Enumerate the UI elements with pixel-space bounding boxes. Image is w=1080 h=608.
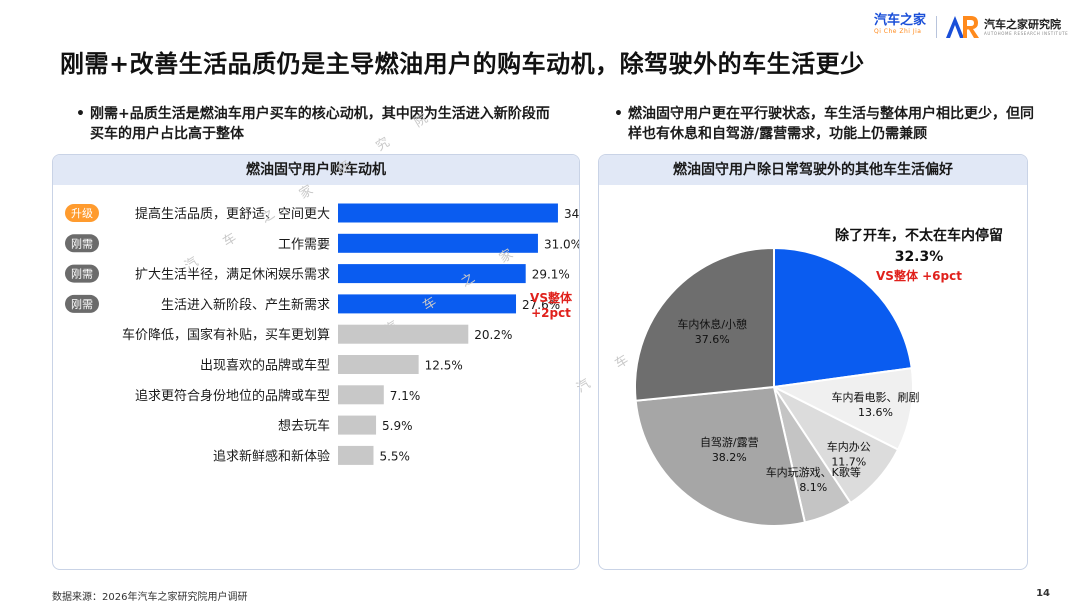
bar-value-label-2: 29.1% — [532, 268, 570, 282]
svg-text:刚需: 刚需 — [71, 298, 93, 311]
bar-category-label-1: 工作需要 — [278, 237, 330, 252]
pie-slice-1 — [770, 366, 915, 451]
pie-slice-value-3: 8.1% — [799, 481, 827, 494]
autohome-logo-text: 汽车之家 — [874, 13, 927, 28]
bar-tag-3: 刚需 — [65, 294, 99, 313]
bar-category-label-2: 扩大生活半径，满足休闲娱乐需求 — [135, 268, 330, 283]
pie-slice-value-2: 11.7% — [831, 456, 866, 469]
bar-3 — [338, 294, 517, 314]
svg-text:刚需: 刚需 — [71, 237, 93, 250]
bar-1 — [338, 233, 538, 253]
bar-0 — [338, 203, 558, 223]
bar-6 — [338, 385, 384, 405]
pie-slice-label-2: 车内办公 — [827, 440, 871, 454]
pie-chart: 车内看电影、刷剧 13.6% 车内办公 11.7%车内玩游戏、K歌等 8.1% 自驾游/露… — [634, 227, 1003, 527]
pie-slice-value-0: 32.3% — [895, 249, 944, 265]
bar-category-label-0: 提高生活品质，更舒适、空间更大 — [135, 206, 330, 222]
bar-value-label-0: 34.1% — [564, 207, 580, 221]
pie-annotation: VS整体 +6pct — [876, 268, 962, 283]
pie-slice-label-3: 车内玩游戏、K歌等 — [766, 465, 861, 479]
pie-slice-value-4: 38.2% — [712, 451, 747, 464]
bar-category-label-4: 车价降低，国家有补贴，买车更划算 — [122, 327, 330, 343]
bar-tag-2: 刚需 — [65, 264, 99, 283]
bar-category-label-3: 生活进入新阶段、产生新需求 — [161, 297, 330, 313]
bar-category-label-5: 出现喜欢的品牌或车型 — [200, 358, 330, 374]
bar-annotation-line1: VS整体 — [530, 290, 573, 305]
pie-slice-label-4: 自驾游/露营 — [700, 435, 759, 449]
pie-slice-label-5: 车内休息/小憩 — [677, 317, 747, 331]
bar-tag-1: 刚需 — [65, 234, 99, 253]
pie-slice-label-1: 车内看电影、刷剧 — [832, 390, 920, 404]
pie-slice-5 — [634, 246, 775, 402]
pie-slice-value-1: 13.6% — [858, 406, 893, 419]
bar-category-label-7: 想去玩车 — [278, 418, 330, 434]
bar-annotation-line2: +2pct — [531, 306, 571, 320]
institute-logo: 汽车之家研究院 AUTOHOME RESEARCH INSTITUTE — [944, 12, 1068, 42]
bullet-left: 刚需+品质生活是燃油车用户买车的核心动机，其中因为生活进入新阶段而买车的用户占比… — [76, 104, 550, 144]
bar-tag-0: 升级 — [65, 204, 99, 222]
svg-text:升级: 升级 — [71, 207, 93, 220]
pie-slice-4 — [634, 385, 807, 527]
pie-chart-panel: 燃油固守用户除日常驾驶外的其他车生活偏好 车内看电影、刷剧 13.6% 车内办公 11… — [598, 154, 1028, 570]
bar-value-label-6: 7.1% — [390, 389, 421, 403]
bar-chart-title: 燃油固守用户购车动机 — [53, 155, 579, 185]
bar-5 — [338, 355, 419, 374]
page-number: 14 — [1036, 588, 1050, 599]
page-title: 刚需+改善生活品质仍是主导燃油用户的购车动机，除驾驶外的车生活更少 — [60, 50, 865, 78]
bar-value-label-5: 12.5% — [425, 359, 463, 373]
autohome-logo: 汽车之家 Qi Che Zhi Jia — [874, 14, 930, 42]
institute-logo-icon — [946, 16, 979, 38]
data-source: 数据来源：2026年汽车之家研究院用户调研 — [52, 592, 248, 603]
bar-value-label-8: 5.5% — [379, 449, 410, 463]
bar-category-label-6: 追求更符合身份地位的品牌或车型 — [135, 388, 330, 404]
institute-logo-subtext: AUTOHOME RESEARCH INSTITUTE — [984, 30, 1069, 36]
bar-category-label-8: 追求新鲜感和新体验 — [213, 448, 330, 464]
bar-7 — [338, 415, 377, 435]
bar-8 — [338, 445, 374, 465]
pie-slice-value-5: 37.6% — [695, 333, 730, 346]
svg-text:刚需: 刚需 — [71, 268, 93, 281]
pie-chart-title: 燃油固守用户除日常驾驶外的其他车生活偏好 — [599, 155, 1027, 185]
bullet-right: 燃油固守用户更在平行驶状态，车生活与整体用户相比更少，但同样也有休息和自驾游/露… — [614, 104, 1038, 144]
bar-value-label-1: 31.0% — [544, 237, 580, 251]
bar-chart: 提高生活品质，更舒适、空间更大34.1%升级工作需要31.0%刚需扩大生活半径，… — [65, 203, 580, 465]
pie-slice-0 — [773, 246, 913, 389]
bar-value-label-7: 5.9% — [382, 419, 413, 433]
bar-4 — [338, 324, 469, 344]
autohome-logo-subtext: Qi Che Zhi Jia — [874, 28, 922, 35]
bar-value-label-3: 27.6% — [522, 298, 560, 312]
logo-divider — [936, 16, 937, 38]
institute-logo-text: 汽车之家研究院 — [984, 17, 1061, 31]
bar-value-label-4: 20.2% — [474, 328, 512, 342]
pie-slice-label-0: 除了开车，不太在车内停留 — [835, 227, 1003, 244]
bar-2 — [338, 264, 526, 284]
